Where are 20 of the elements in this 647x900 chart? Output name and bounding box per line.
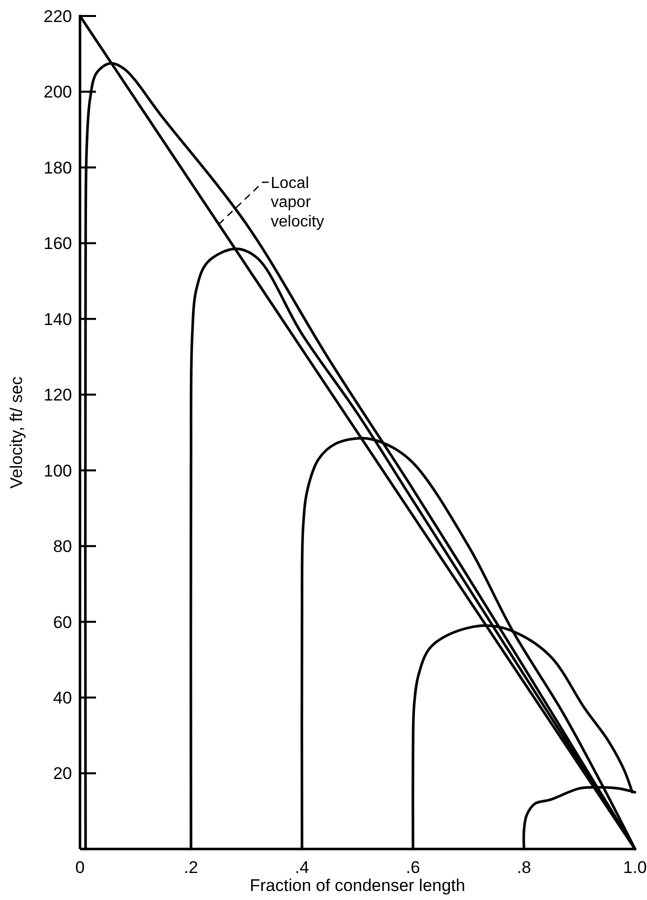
y-tick-label: 20 xyxy=(53,764,72,784)
y-tick-label: 40 xyxy=(53,688,72,708)
y-tick-label: 80 xyxy=(53,537,72,556)
x-axis-title: Fraction of condenser length xyxy=(250,876,466,895)
y-tick-label: 180 xyxy=(44,158,72,178)
y-tick-label: 220 xyxy=(44,6,72,26)
y-tick-label: 60 xyxy=(53,612,72,632)
x-tick-label: .8 xyxy=(516,858,532,877)
x-tick-label: 1.0 xyxy=(623,858,647,877)
y-tick-label: 140 xyxy=(44,310,72,329)
y-tick-label: 100 xyxy=(44,461,72,480)
y-tick-label: 160 xyxy=(44,234,72,254)
y-axis-title: Velocity, ft/ sec xyxy=(7,376,26,489)
x-tick-label: .2 xyxy=(184,858,198,877)
annotation: Local vapor velocity xyxy=(270,174,324,230)
x-tick-label: 0 xyxy=(75,858,85,877)
x-tick-label: .4 xyxy=(294,858,310,877)
y-tick-label: 200 xyxy=(44,82,72,102)
y-tick-label: 120 xyxy=(44,386,72,405)
x-tick-label: .6 xyxy=(406,858,420,877)
